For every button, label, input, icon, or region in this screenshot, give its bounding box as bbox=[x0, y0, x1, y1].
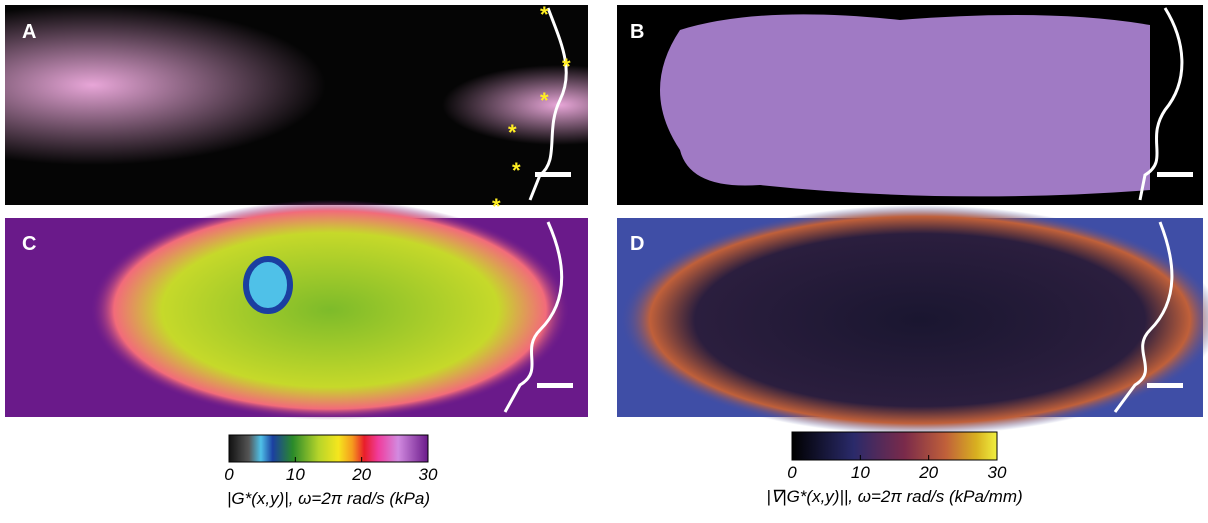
tick-label: 0 bbox=[787, 463, 797, 482]
svg-text:*: * bbox=[508, 120, 517, 145]
colorbars: 0 10 20 30 |G*(x,y)|, ω=2π rad/s (kPa) 0 10 20 3… bbox=[224, 432, 1022, 508]
svg-text:*: * bbox=[512, 158, 521, 183]
svg-text:*: * bbox=[540, 88, 549, 113]
panel-label: B bbox=[630, 21, 644, 43]
panel-label: A bbox=[22, 21, 36, 43]
svg-text:*: * bbox=[540, 2, 549, 27]
panel-d: D bbox=[617, 205, 1208, 435]
panel-label: D bbox=[630, 233, 644, 255]
tick-label: 10 bbox=[286, 465, 305, 484]
panel-a: * * * * * * A bbox=[5, 2, 588, 219]
panel-b: B bbox=[617, 5, 1203, 205]
tick-label: 30 bbox=[419, 465, 438, 484]
tick-label: 20 bbox=[918, 463, 938, 482]
svg-text:*: * bbox=[562, 54, 571, 79]
colorbar bbox=[792, 432, 997, 460]
colorbar bbox=[229, 435, 428, 462]
tick-label: 30 bbox=[988, 463, 1007, 482]
colorbar-label: |G*(x,y)|, ω=2π rad/s (kPa) bbox=[227, 489, 430, 508]
tick-label: 20 bbox=[351, 465, 371, 484]
colorbar-label: |∇|G*(x,y)||, ω=2π rad/s (kPa/mm) bbox=[766, 487, 1022, 506]
panel-label: C bbox=[22, 233, 36, 255]
tick-label: 10 bbox=[851, 463, 870, 482]
figure: * * * * * * A B C D 0 10 20 30 |G*(x,y)|, ω=2π ra… bbox=[0, 0, 1208, 518]
panel-c: C bbox=[5, 200, 588, 420]
tick-label: 0 bbox=[224, 465, 234, 484]
svg-text:*: * bbox=[492, 194, 501, 219]
